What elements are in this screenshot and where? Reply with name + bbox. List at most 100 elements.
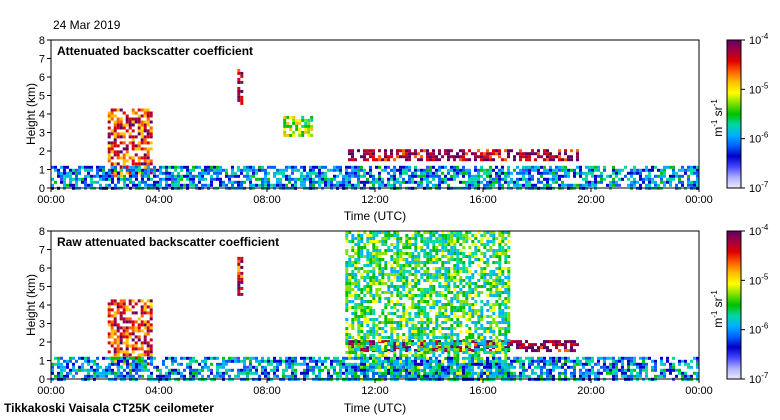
signal-cell bbox=[255, 359, 258, 363]
signal-cell bbox=[507, 234, 511, 237]
signal-cell bbox=[528, 346, 531, 350]
signal-cell bbox=[378, 183, 381, 187]
signal-cell bbox=[402, 333, 406, 336]
signal-cell bbox=[501, 333, 505, 336]
signal-cell bbox=[113, 126, 117, 130]
signal-cell bbox=[603, 168, 606, 172]
signal-cell bbox=[450, 276, 454, 279]
signal-cell bbox=[345, 285, 349, 288]
signal-cell bbox=[471, 349, 474, 353]
signal-cell bbox=[567, 183, 570, 187]
signal-cell bbox=[633, 368, 636, 372]
signal-cell bbox=[143, 123, 147, 127]
signal-cell bbox=[246, 168, 249, 172]
signal-cell bbox=[366, 346, 369, 350]
signal-cell bbox=[438, 258, 442, 261]
signal-cell bbox=[131, 156, 135, 160]
signal-cell bbox=[429, 294, 433, 297]
signal-cell bbox=[180, 362, 183, 366]
signal-cell bbox=[282, 168, 285, 172]
signal-cell bbox=[360, 288, 364, 291]
signal-cell bbox=[234, 356, 237, 360]
signal-cell bbox=[216, 174, 219, 178]
signal-cell bbox=[390, 168, 393, 172]
signal-cell bbox=[666, 359, 669, 363]
signal-cell bbox=[399, 291, 403, 294]
signal-cell bbox=[654, 174, 657, 178]
signal-cell bbox=[399, 183, 402, 187]
signal-cell bbox=[600, 174, 603, 178]
signal-cell bbox=[289, 115, 293, 119]
signal-cell bbox=[480, 369, 484, 372]
signal-cell bbox=[408, 327, 412, 330]
signal-cell bbox=[483, 369, 487, 372]
signal-cell bbox=[348, 261, 352, 264]
signal-cell bbox=[462, 174, 465, 178]
signal-cell bbox=[462, 368, 465, 372]
signal-cell bbox=[360, 330, 364, 333]
signal-cell bbox=[450, 312, 454, 315]
signal-cell bbox=[363, 306, 367, 309]
signal-cell bbox=[462, 171, 465, 175]
signal-cell bbox=[180, 356, 183, 360]
signal-cell bbox=[432, 155, 435, 159]
signal-cell bbox=[435, 246, 439, 249]
signal-cell bbox=[307, 133, 311, 137]
signal-cell bbox=[228, 359, 231, 363]
signal-cell bbox=[66, 362, 69, 366]
signal-cell bbox=[243, 359, 246, 363]
signal-cell bbox=[471, 356, 474, 360]
signal-cell bbox=[345, 165, 348, 169]
signal-cell bbox=[113, 302, 117, 306]
signal-cell bbox=[309, 171, 312, 175]
signal-cell bbox=[483, 303, 487, 306]
signal-cell bbox=[465, 374, 468, 378]
signal-cell bbox=[498, 309, 502, 312]
signal-cell bbox=[660, 371, 663, 375]
signal-cell bbox=[171, 183, 174, 187]
signal-cell bbox=[459, 249, 463, 252]
signal-cell bbox=[468, 174, 471, 178]
signal-cell bbox=[597, 174, 600, 178]
signal-cell bbox=[366, 309, 370, 312]
signal-cell bbox=[474, 270, 478, 273]
signal-cell bbox=[327, 356, 330, 360]
signal-cell bbox=[60, 371, 63, 375]
signal-cell bbox=[219, 168, 222, 172]
signal-cell bbox=[369, 276, 373, 279]
signal-cell bbox=[486, 359, 489, 363]
signal-cell bbox=[99, 365, 102, 369]
signal-cell bbox=[351, 171, 354, 175]
signal-cell bbox=[456, 255, 460, 258]
signal-cell bbox=[651, 168, 654, 172]
signal-cell bbox=[681, 168, 684, 172]
signal-cell bbox=[378, 371, 381, 375]
signal-cell bbox=[585, 362, 588, 366]
signal-cell bbox=[522, 343, 525, 347]
signal-cell bbox=[441, 234, 445, 237]
signal-cell bbox=[183, 165, 186, 169]
signal-cell bbox=[555, 356, 558, 360]
signal-cell bbox=[273, 174, 276, 178]
signal-cell bbox=[345, 356, 348, 360]
signal-cell bbox=[450, 149, 453, 153]
signal-cell bbox=[402, 294, 406, 297]
signal-cell bbox=[252, 168, 255, 172]
signal-cell bbox=[612, 171, 615, 175]
signal-cell bbox=[318, 359, 321, 363]
signal-cell bbox=[288, 177, 291, 181]
signal-cell bbox=[507, 255, 511, 258]
signal-cell bbox=[264, 371, 267, 375]
signal-cell bbox=[495, 356, 498, 360]
signal-cell bbox=[507, 318, 511, 321]
signal-cell bbox=[411, 252, 415, 255]
signal-cell bbox=[126, 374, 129, 378]
signal-cell bbox=[369, 291, 373, 294]
signal-cell bbox=[507, 231, 511, 234]
signal-cell bbox=[645, 183, 648, 187]
signal-cell bbox=[477, 168, 480, 172]
signal-cell bbox=[507, 346, 510, 350]
signal-cell bbox=[411, 237, 415, 240]
signal-cell bbox=[225, 371, 228, 375]
signal-cell bbox=[72, 183, 75, 187]
